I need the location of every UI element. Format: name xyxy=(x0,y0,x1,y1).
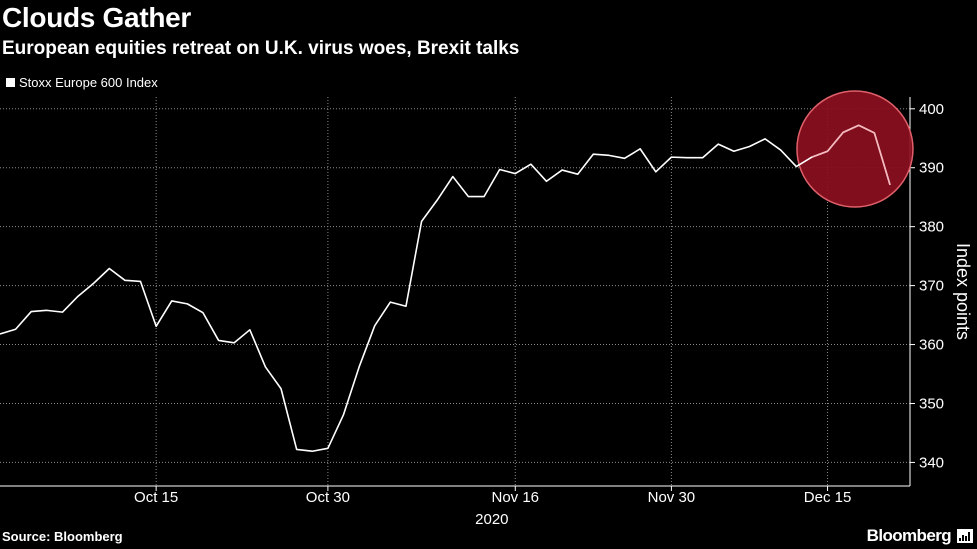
legend-label: Stoxx Europe 600 Index xyxy=(19,75,158,90)
y-tick-label: 370 xyxy=(919,278,944,295)
y-tick-label: 360 xyxy=(919,337,944,354)
y-axis-title: Index points xyxy=(953,243,973,340)
legend: Stoxx Europe 600 Index xyxy=(6,75,158,90)
y-tick-label: 350 xyxy=(919,395,944,412)
chart-subtitle: European equities retreat on U.K. virus … xyxy=(2,38,520,59)
series-line-stoxx-europe-600 xyxy=(0,124,891,453)
bloomberg-logo-icon xyxy=(957,529,973,543)
x-tick-label: Oct 30 xyxy=(306,489,350,506)
x-tick-label: Nov 16 xyxy=(491,489,539,506)
y-tick-label: 380 xyxy=(919,219,944,236)
bloomberg-logo: Bloomberg xyxy=(866,526,952,545)
y-tick-label: 340 xyxy=(919,454,944,471)
highlighted-segment xyxy=(811,124,891,186)
y-tick-label: 400 xyxy=(919,101,944,118)
x-tick-label: Oct 15 xyxy=(134,489,178,506)
x-tick-label: Nov 30 xyxy=(648,489,696,506)
x-tick-label: Dec 15 xyxy=(804,489,852,506)
chart-title: Clouds Gather xyxy=(2,2,192,33)
source-note: Source: Bloomberg xyxy=(2,529,123,544)
highlight-circle xyxy=(796,90,914,208)
x-year-label: 2020 xyxy=(475,511,508,528)
legend-swatch xyxy=(6,78,15,87)
y-tick-label: 390 xyxy=(919,160,944,177)
